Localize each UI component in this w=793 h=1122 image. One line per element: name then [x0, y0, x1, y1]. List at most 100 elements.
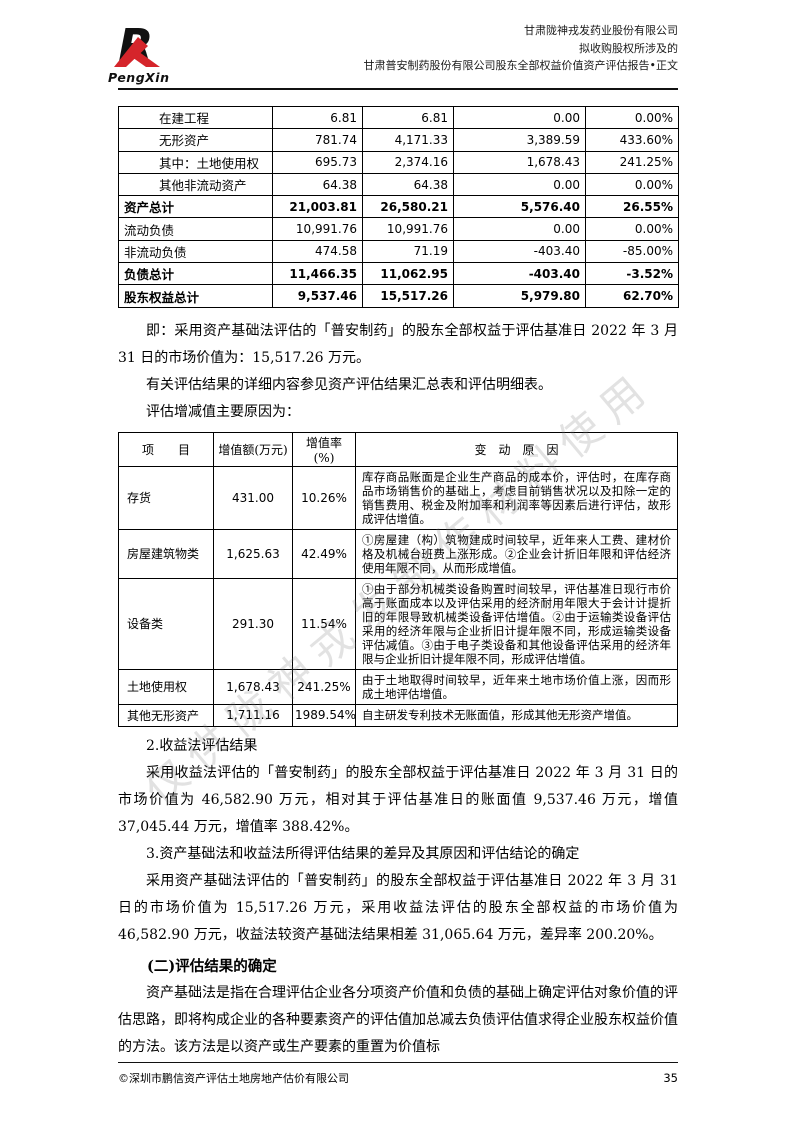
paragraph-asset-basis-result: 即：采用资产基础法评估的「普安制药」的股东全部权益于评估基准日 2022 年 3…: [118, 322, 678, 366]
cell-value: 695.73: [272, 150, 363, 174]
cell-value: 2,374.16: [362, 150, 454, 174]
cell-value: 241.25%: [585, 150, 679, 174]
table-row-land-use-right: 土地使用权 1,678.43 241.25% 由于土地取得时间较早，近年来土地市…: [118, 668, 678, 705]
paragraph-difference-detail: 采用资产基础法评估的「普安制药」的股东全部权益于评估基准日 2022 年 3 月…: [118, 872, 678, 943]
cell-value: 15,517.26: [362, 284, 454, 308]
table-row: 无形资产 781.74 4,171.33 3,389.59 433.60%: [118, 128, 679, 152]
report-header: 甘肃陇神戎发药业股份有限公司 拟收购股权所涉及的 甘肃普安制药股份有限公司股东全…: [364, 22, 679, 75]
paragraph-asset-basis-definition: 资产基础法是指在合理评估企业各分项资产价值和负债的基础上确定评估对象价值的评估思…: [118, 984, 678, 1055]
cell-value: 0.00%: [585, 105, 679, 130]
appreciation-reason-table: 项 目 增值额(万元) 增值率(%) 变 动 原 因 存货 431.00 10.…: [118, 431, 678, 727]
cell-value: 433.60%: [585, 128, 679, 152]
cell-rate: 10.26%: [292, 465, 356, 530]
heading-income-approach: 2.收益法评估结果: [146, 737, 258, 754]
cell-label: 流动负债: [118, 217, 273, 241]
cell-value: 4,171.33: [362, 128, 454, 152]
cell-value: 0.00: [453, 105, 586, 130]
cell-rate: 11.54%: [292, 577, 356, 670]
cell-label: 股东权益总计: [118, 284, 273, 308]
cell-item: 存货: [118, 465, 214, 530]
cell-label: 其他非流动资产: [118, 172, 273, 197]
table-row-total-liabilities: 负债总计 11,466.35 11,062.95 -403.40 -3.52%: [118, 262, 679, 286]
cell-value: -403.40: [453, 262, 586, 286]
cell-amount: 291.30: [213, 577, 293, 670]
page-body: 在建工程 6.81 6.81 0.00 0.00% 无形资产 781.74 4,…: [118, 105, 679, 1061]
column-header: 增值率(%): [292, 431, 356, 467]
cell-value: 0.00: [453, 217, 586, 241]
paragraph-income-approach-result: 采用收益法评估的「普安制药」的股东全部权益于评估基准日 2022 年 3 月 3…: [118, 764, 678, 835]
cell-label: 其中：土地使用权: [118, 150, 273, 174]
cell-value: 11,466.35: [272, 262, 363, 286]
column-header: 变 动 原 因: [355, 431, 678, 467]
cell-label: 资产总计: [118, 195, 273, 219]
footer-company: ©深圳市鹏信资产评估土地房地产估价有限公司: [118, 1072, 349, 1085]
cell-value: 0.00: [453, 172, 586, 197]
page-number: 35: [663, 1071, 678, 1085]
cell-value: 10,991.76: [362, 217, 454, 241]
paragraph-see-summary-table: 有关评估结果的详细内容参见资产评估结果汇总表和评估明细表。: [146, 376, 552, 393]
cell-value: 6.81: [362, 105, 454, 130]
company-logo: R PengXin: [108, 19, 198, 85]
header-line-1: 甘肃陇神戎发药业股份有限公司: [524, 24, 678, 37]
table-row: 在建工程 6.81 6.81 0.00 0.00%: [118, 105, 679, 130]
table-row: 其他非流动资产 64.38 64.38 0.00 0.00%: [118, 172, 679, 197]
cell-item: 房屋建筑物类: [118, 528, 214, 579]
cell-value: 71.19: [362, 239, 454, 264]
cell-value: 5,979.80: [453, 284, 586, 308]
cell-rate: 241.25%: [292, 668, 356, 705]
cell-label: 负债总计: [118, 262, 273, 286]
table-header-row: 项 目 增值额(万元) 增值率(%) 变 动 原 因: [118, 431, 678, 467]
pengxin-logo-icon: R: [114, 19, 160, 73]
table-row: 非流动负债 474.58 71.19 -403.40 -85.00%: [118, 239, 679, 264]
cell-reason: ①由于部分机械类设备购置时间较早，评估基准日现行市价高于账面成本以及评估采用的经…: [355, 577, 678, 670]
heading-conclusion: (二)评估结果的确定: [147, 957, 277, 975]
cell-value: 6.81: [272, 105, 363, 130]
cell-rate: 1989.54%: [292, 703, 356, 727]
header-divider: [118, 88, 678, 90]
table-row: 流动负债 10,991.76 10,991.76 0.00 0.00%: [118, 217, 679, 241]
column-header: 增值额(万元): [213, 431, 293, 467]
paragraph-reasons-intro: 评估增减值主要原因为：: [146, 403, 300, 420]
header-line-2: 拟收购股权所涉及的: [579, 41, 678, 55]
cell-item: 土地使用权: [118, 668, 214, 705]
cell-reason: 由于土地取得时间较早，近年来土地市场价值上涨，因而形成土地评估增值。: [355, 668, 678, 705]
cell-value: 1,678.43: [453, 150, 586, 174]
heading-difference: 3.资产基础法和收益法所得评估结果的差异及其原因和评估结论的确定: [146, 845, 580, 862]
footer-divider: [118, 1062, 678, 1063]
cell-value: 21,003.81: [272, 195, 363, 219]
asset-liability-table: 在建工程 6.81 6.81 0.00 0.00% 无形资产 781.74 4,…: [118, 105, 679, 308]
cell-value: 0.00%: [585, 172, 679, 197]
header-line-3: 甘肃普安制药股份有限公司股东全部权益价值资产评估报告•正文: [363, 59, 679, 72]
cell-amount: 1,711.16: [213, 703, 293, 727]
cell-value: 3,389.59: [453, 128, 586, 152]
cell-value: 64.38: [362, 172, 454, 197]
cell-item: 设备类: [118, 577, 214, 670]
column-header: 项 目: [118, 431, 214, 467]
cell-value: -3.52%: [585, 262, 679, 286]
cell-value: 9,537.46: [272, 284, 363, 308]
cell-value: 5,576.40: [453, 195, 586, 219]
cell-value: 64.38: [272, 172, 363, 197]
cell-value: 62.70%: [585, 284, 679, 308]
logo-wordmark: PengXin: [108, 70, 170, 85]
table-row-total-assets: 资产总计 21,003.81 26,580.21 5,576.40 26.55%: [118, 195, 679, 219]
cell-label: 在建工程: [118, 105, 273, 130]
cell-amount: 1,625.63: [213, 528, 293, 579]
table-row-equipment: 设备类 291.30 11.54% ①由于部分机械类设备购置时间较早，评估基准日…: [118, 577, 678, 670]
cell-reason: ①房屋建（构）筑物建成时间较早，近年来人工费、建材价格及机械台班费上涨形成。②企…: [355, 528, 678, 579]
table-row-total-equity: 股东权益总计 9,537.46 15,517.26 5,979.80 62.70…: [118, 284, 679, 308]
cell-amount: 431.00: [213, 465, 293, 530]
cell-value: -403.40: [453, 239, 586, 264]
table-row: 其中：土地使用权 695.73 2,374.16 1,678.43 241.25…: [118, 150, 679, 174]
cell-value: 26.55%: [585, 195, 679, 219]
cell-reason: 自主研发专利技术无账面值，形成其他无形资产增值。: [355, 703, 678, 727]
cell-value: 781.74: [272, 128, 363, 152]
table-row-inventory: 存货 431.00 10.26% 库存商品账面是企业生产商品的成本价，评估时，在…: [118, 465, 678, 530]
cell-label: 无形资产: [118, 128, 273, 152]
table-row-buildings: 房屋建筑物类 1,625.63 42.49% ①房屋建（构）筑物建成时间较早，近…: [118, 528, 678, 579]
table-row-other-intangibles: 其他无形资产 1,711.16 1989.54% 自主研发专利技术无账面值，形成…: [118, 703, 678, 727]
cell-reason: 库存商品账面是企业生产商品的成本价，评估时，在库存商品市场销售价的基础上，考虑目…: [355, 465, 678, 530]
cell-value: 11,062.95: [362, 262, 454, 286]
cell-label: 非流动负债: [118, 239, 273, 264]
